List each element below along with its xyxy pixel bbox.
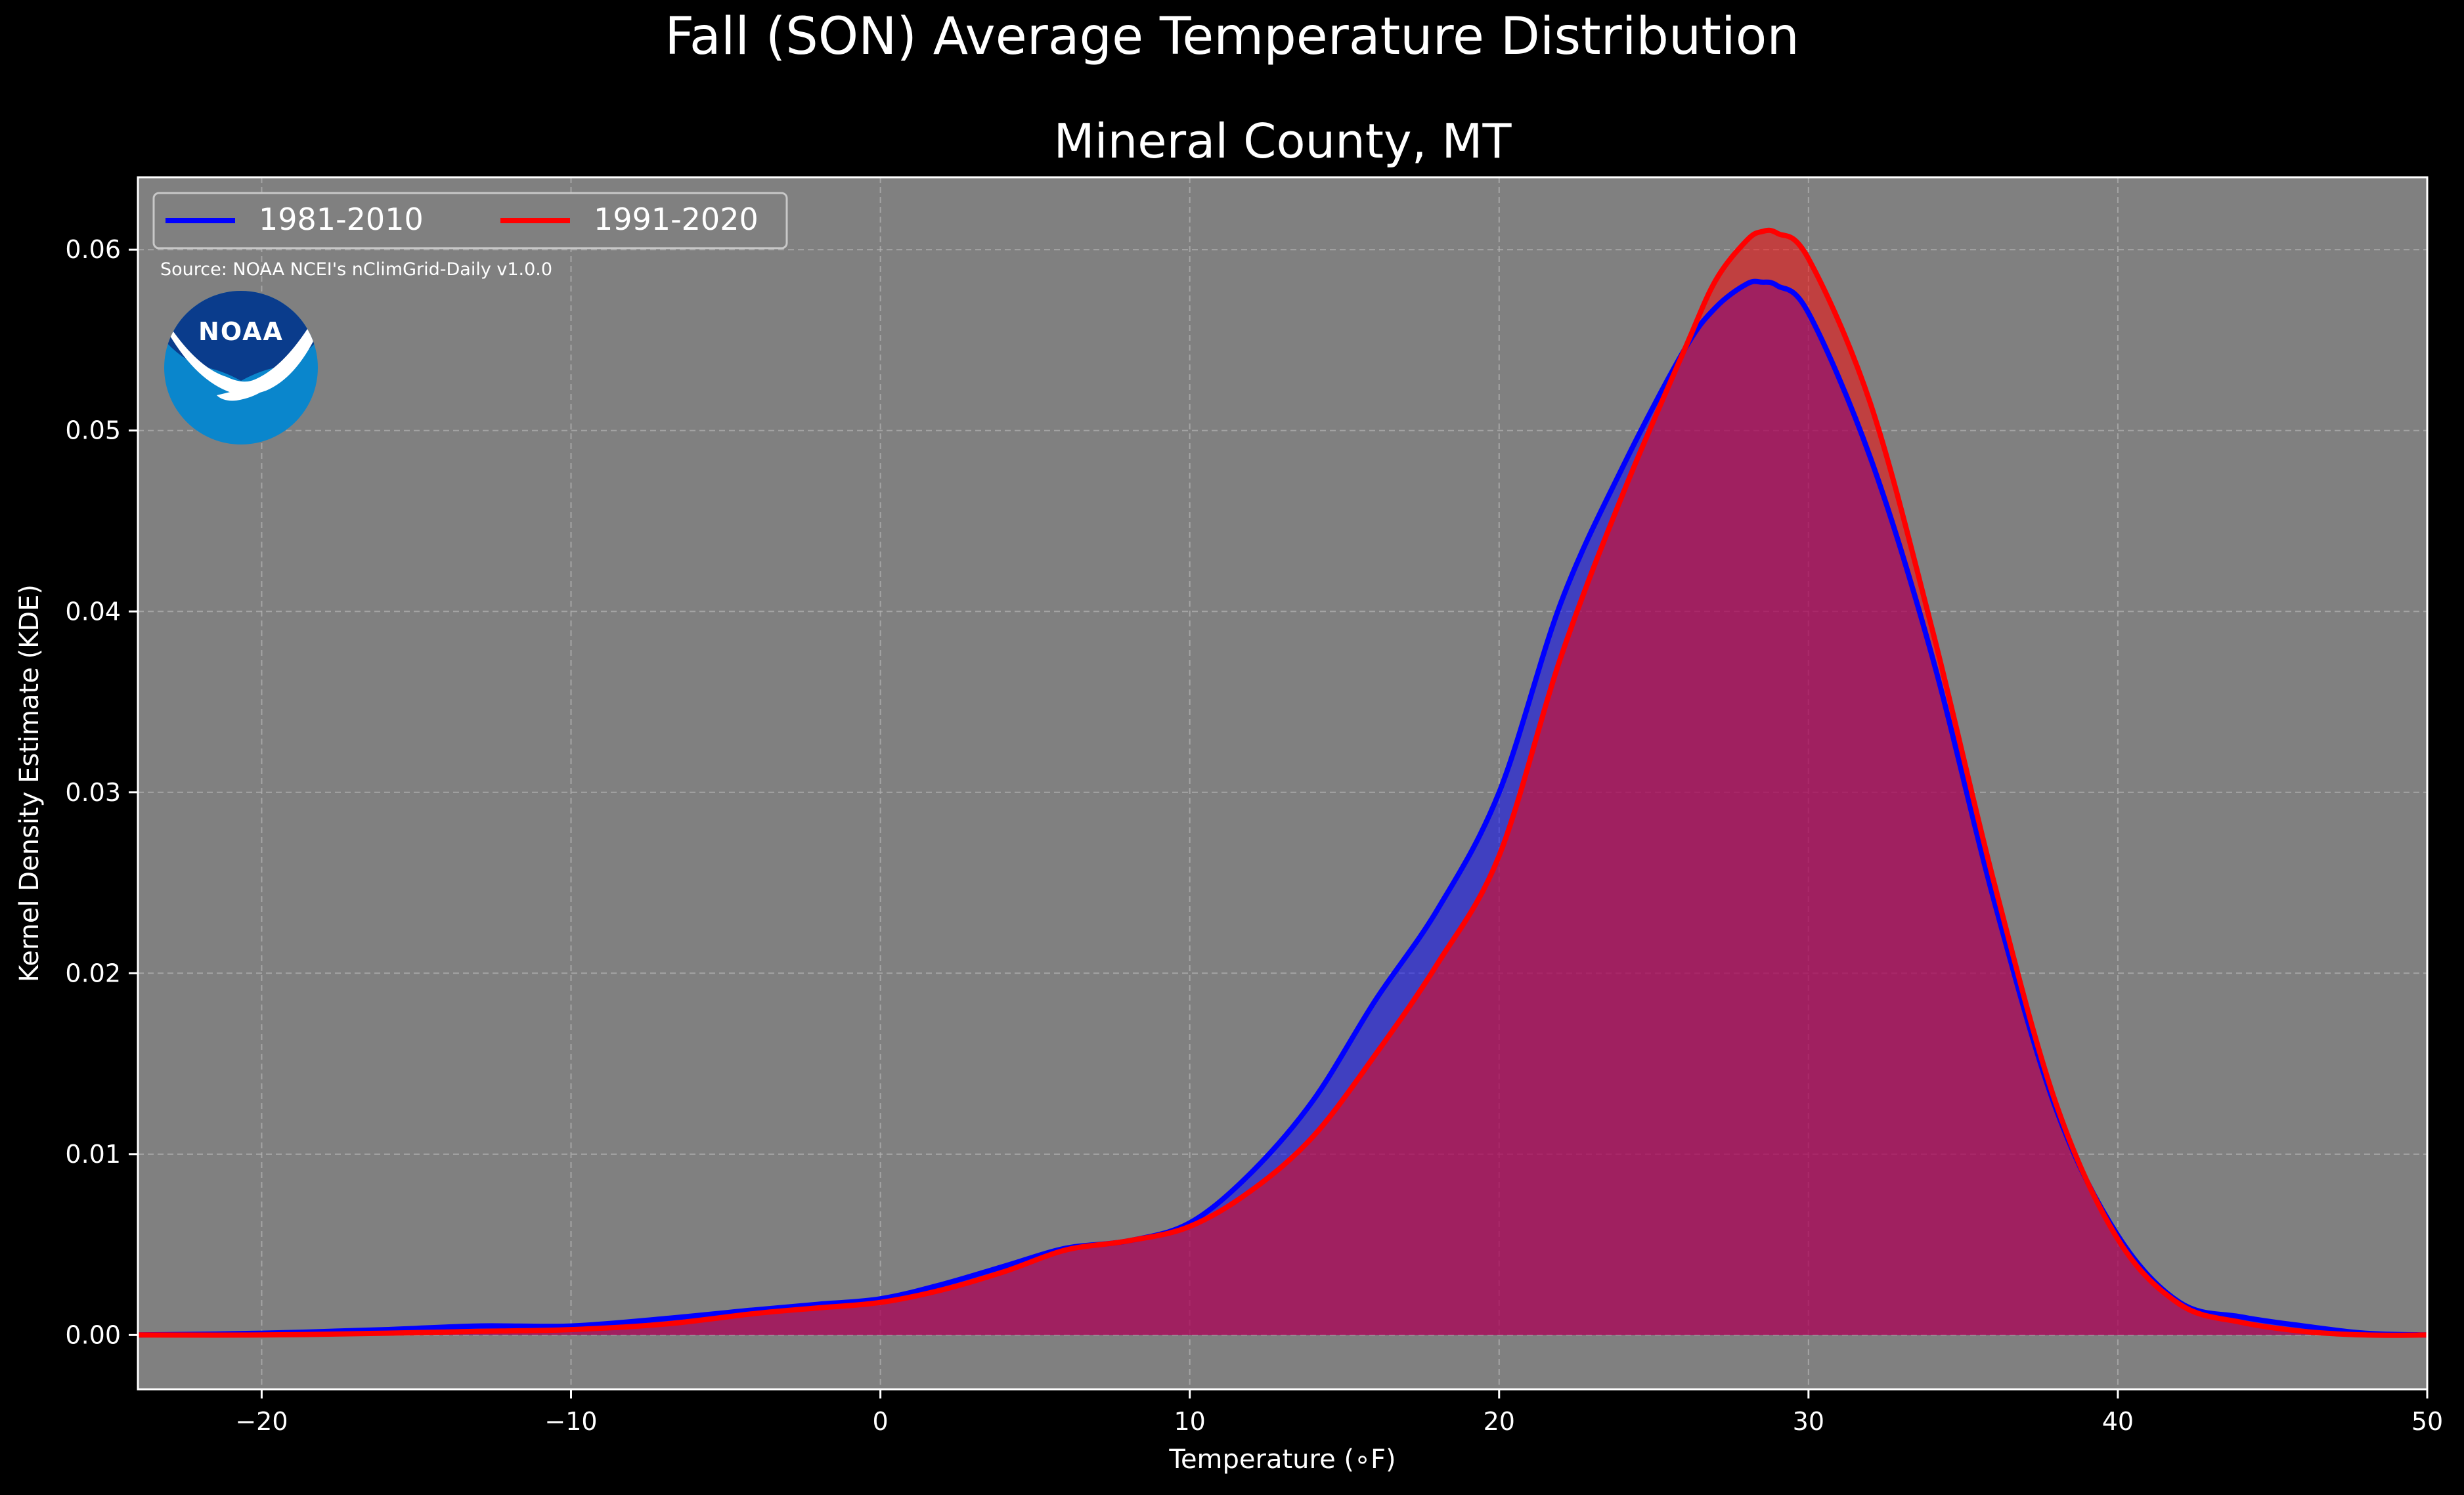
y-tick-label: 0.04 bbox=[65, 597, 121, 626]
y-tick-label: 0.03 bbox=[65, 778, 121, 807]
x-tick-label: −10 bbox=[544, 1407, 597, 1436]
chart-title: Fall (SON) Average Temperature Distribut… bbox=[665, 7, 1799, 66]
plot-frame bbox=[137, 176, 2429, 1391]
series-line-1991-2020 bbox=[137, 227, 2428, 1338]
x-tick-label: −20 bbox=[235, 1407, 288, 1436]
y-tick-label: 0.05 bbox=[65, 416, 121, 445]
noaa-logo-dark-top bbox=[164, 291, 318, 381]
y-axis-label: Kernel Density Estimate (KDE) bbox=[14, 584, 45, 982]
legend-label-1991-2020: 1991-2020 bbox=[594, 202, 759, 237]
x-tick-label: 0 bbox=[873, 1407, 889, 1436]
y-tick-label: 0.00 bbox=[65, 1320, 121, 1349]
y-tick-label: 0.02 bbox=[65, 959, 121, 987]
noaa-logo-bird-wing bbox=[167, 323, 317, 395]
x-tick-label: 40 bbox=[2102, 1407, 2134, 1436]
series-layer bbox=[137, 227, 2428, 1338]
y-tick-label: 0.01 bbox=[65, 1140, 121, 1169]
x-tick-label: 50 bbox=[2411, 1407, 2443, 1436]
x-axis: −20 −10 0 10 20 30 40 50 bbox=[235, 1389, 2443, 1436]
series-area-1991-2020 bbox=[138, 230, 2427, 1335]
noaa-logo-text: NOAA bbox=[198, 317, 284, 346]
noaa-logo: NOAA bbox=[164, 291, 318, 444]
chart-subtitle: Mineral County, MT bbox=[1054, 114, 1512, 169]
legend-box bbox=[152, 192, 788, 249]
noaa-logo-bird-tail bbox=[217, 379, 276, 401]
y-axis: 0.00 0.01 0.02 0.03 0.04 0.05 0.06 bbox=[65, 235, 138, 1349]
source-note: Source: NOAA NCEI's nClimGrid-Daily v1.0… bbox=[160, 259, 552, 280]
x-axis-label: Temperature (∘F) bbox=[1168, 1444, 1396, 1475]
legend: 1981-2010 1991-2020 bbox=[152, 192, 788, 249]
y-tick-label: 0.06 bbox=[65, 235, 121, 264]
x-tick-label: 20 bbox=[1484, 1407, 1515, 1436]
x-tick-label: 30 bbox=[1793, 1407, 1824, 1436]
legend-label-1981-2010: 1981-2010 bbox=[259, 202, 424, 237]
x-tick-label: 10 bbox=[1174, 1407, 1205, 1436]
